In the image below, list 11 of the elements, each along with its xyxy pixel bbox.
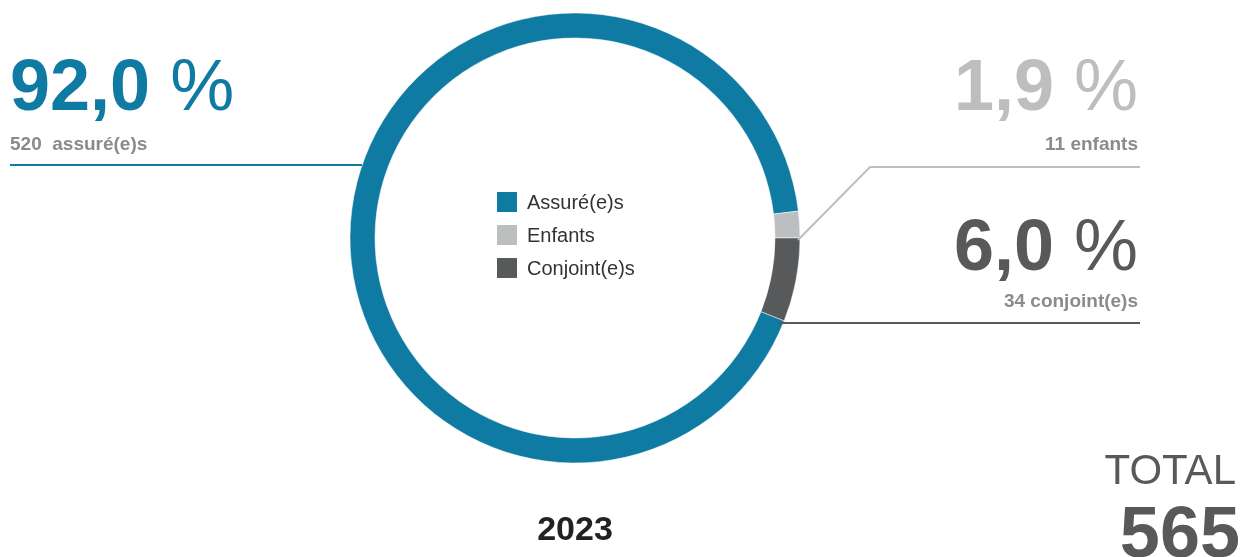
text: TOTAL [1104,446,1236,493]
legend-label: Enfants [527,224,595,246]
text: 2023 [537,509,613,547]
data-label: 92,0 % [10,45,235,125]
data-label: 6,0 % [953,205,1138,285]
text: 520 assuré(e)s [10,133,148,154]
legend-label: Assuré(e)s [527,191,624,213]
data-label: 1,9 % [953,45,1138,125]
text: 34 conjoint(e)s [1003,290,1138,311]
text: 11 enfants [1045,133,1138,154]
legend-label: Conjoint(e)s [527,257,635,279]
